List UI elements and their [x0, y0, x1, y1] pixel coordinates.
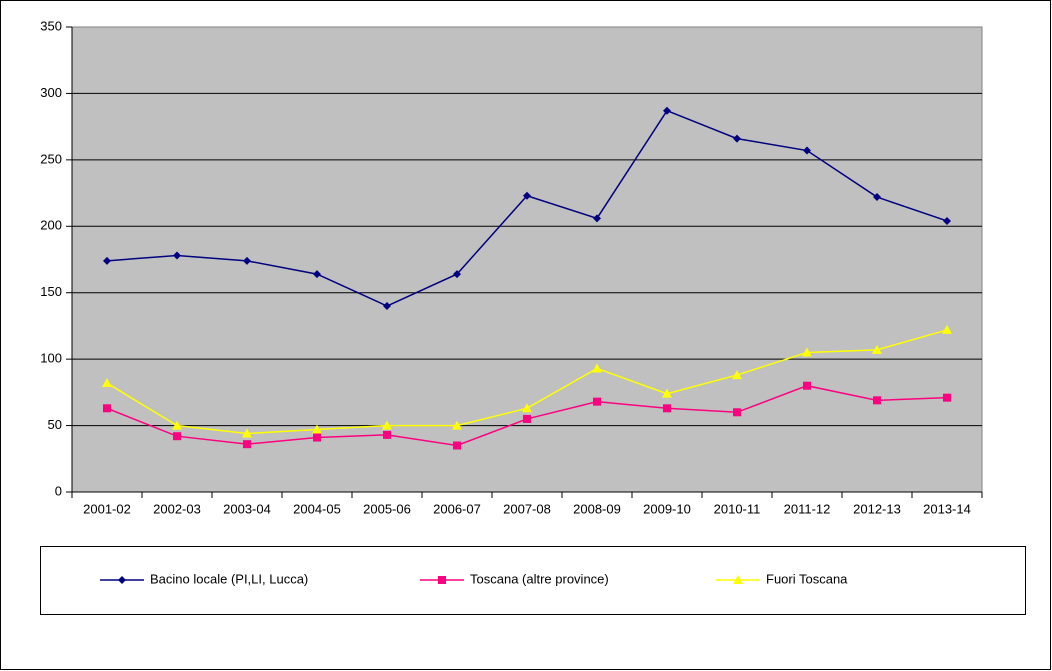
- marker: [383, 302, 391, 310]
- marker: [103, 404, 111, 413]
- marker: [802, 347, 812, 357]
- marker: [733, 408, 741, 417]
- marker: [383, 430, 391, 439]
- legend-label: Fuori Toscana: [766, 571, 848, 586]
- x-tick-label: 2005-06: [363, 501, 411, 516]
- marker: [313, 433, 321, 442]
- x-tick-label: 2010-11: [714, 501, 761, 516]
- marker: [873, 396, 881, 405]
- x-tick-label: 2008-09: [573, 501, 621, 516]
- marker: [943, 216, 951, 225]
- marker: [663, 106, 671, 115]
- marker: [173, 251, 181, 260]
- marker: [803, 146, 811, 155]
- legend-label: Toscana (altre province): [470, 571, 609, 586]
- marker: [872, 344, 882, 354]
- x-tick-label: 2009-10: [643, 501, 691, 516]
- marker: [172, 420, 182, 430]
- x-tick-label: 2001-02: [83, 501, 131, 516]
- marker: [592, 363, 602, 373]
- y-tick-label: 300: [40, 85, 62, 100]
- marker: [593, 397, 601, 406]
- y-tick-label: 200: [40, 218, 62, 233]
- marker: [242, 428, 252, 438]
- y-tick-label: 350: [40, 18, 62, 33]
- marker: [312, 424, 322, 434]
- x-tick-label: 2002-03: [153, 501, 201, 516]
- marker: [522, 403, 532, 413]
- marker: [732, 370, 742, 380]
- marker: [453, 270, 461, 279]
- marker: [118, 576, 126, 584]
- marker: [243, 256, 251, 265]
- marker: [523, 191, 531, 200]
- marker: [243, 440, 251, 449]
- marker: [593, 214, 601, 223]
- marker: [873, 193, 881, 202]
- x-tick-label: 2003-04: [223, 501, 271, 516]
- y-tick-label: 150: [40, 284, 62, 299]
- y-tick-label: 50: [48, 417, 62, 432]
- marker: [452, 420, 462, 430]
- legend-label: Bacino locale (PI,LI, Lucca): [150, 571, 308, 586]
- marker: [942, 324, 952, 334]
- marker: [313, 270, 321, 279]
- y-tick-label: 100: [40, 351, 62, 366]
- marker: [662, 388, 672, 398]
- marker: [453, 441, 461, 450]
- x-tick-label: 2013-14: [923, 501, 971, 516]
- marker: [943, 393, 951, 402]
- marker: [523, 414, 531, 423]
- x-tick-label: 2007-08: [503, 501, 551, 516]
- marker: [102, 378, 112, 388]
- marker: [438, 576, 446, 584]
- y-tick-label: 0: [55, 483, 62, 498]
- y-tick-label: 250: [40, 151, 62, 166]
- marker: [733, 134, 741, 143]
- x-tick-label: 2006-07: [433, 501, 481, 516]
- legend: [40, 546, 1026, 615]
- x-tick-label: 2004-05: [293, 501, 341, 516]
- marker: [173, 432, 181, 441]
- marker: [663, 404, 671, 413]
- x-tick-label: 2011-12: [784, 501, 831, 516]
- marker: [382, 420, 392, 430]
- x-tick-label: 2012-13: [853, 501, 901, 516]
- marker: [103, 256, 111, 265]
- marker: [803, 381, 811, 390]
- marker: [733, 575, 743, 584]
